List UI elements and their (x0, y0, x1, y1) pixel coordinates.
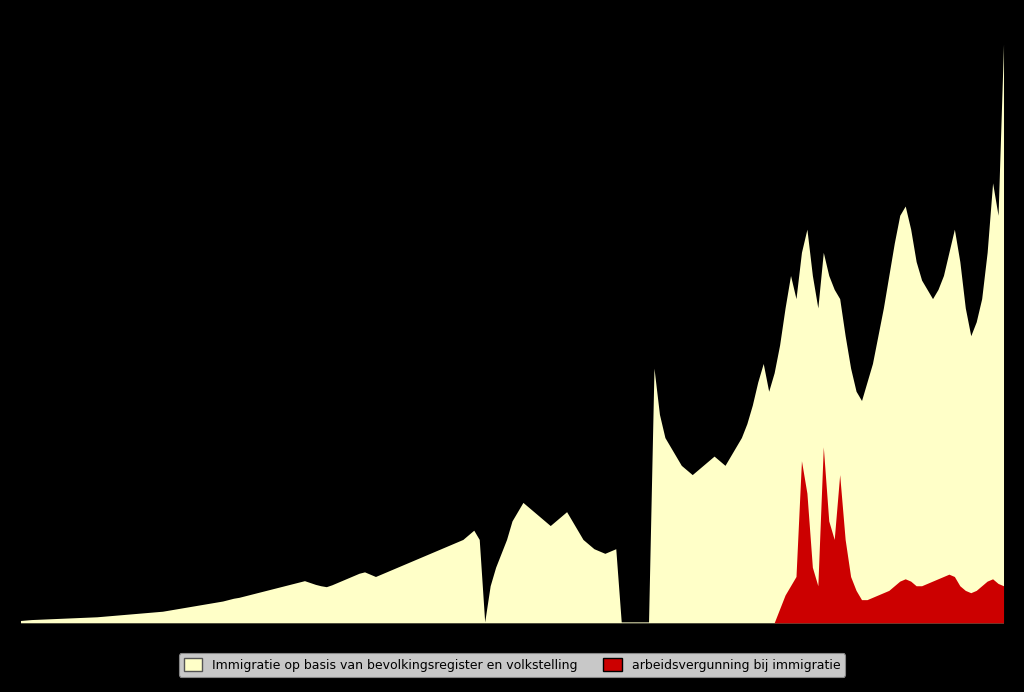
Legend: Immigratie op basis van bevolkingsregister en volkstelling, arbeidsvergunning bi: Immigratie op basis van bevolkingsregist… (178, 653, 846, 677)
